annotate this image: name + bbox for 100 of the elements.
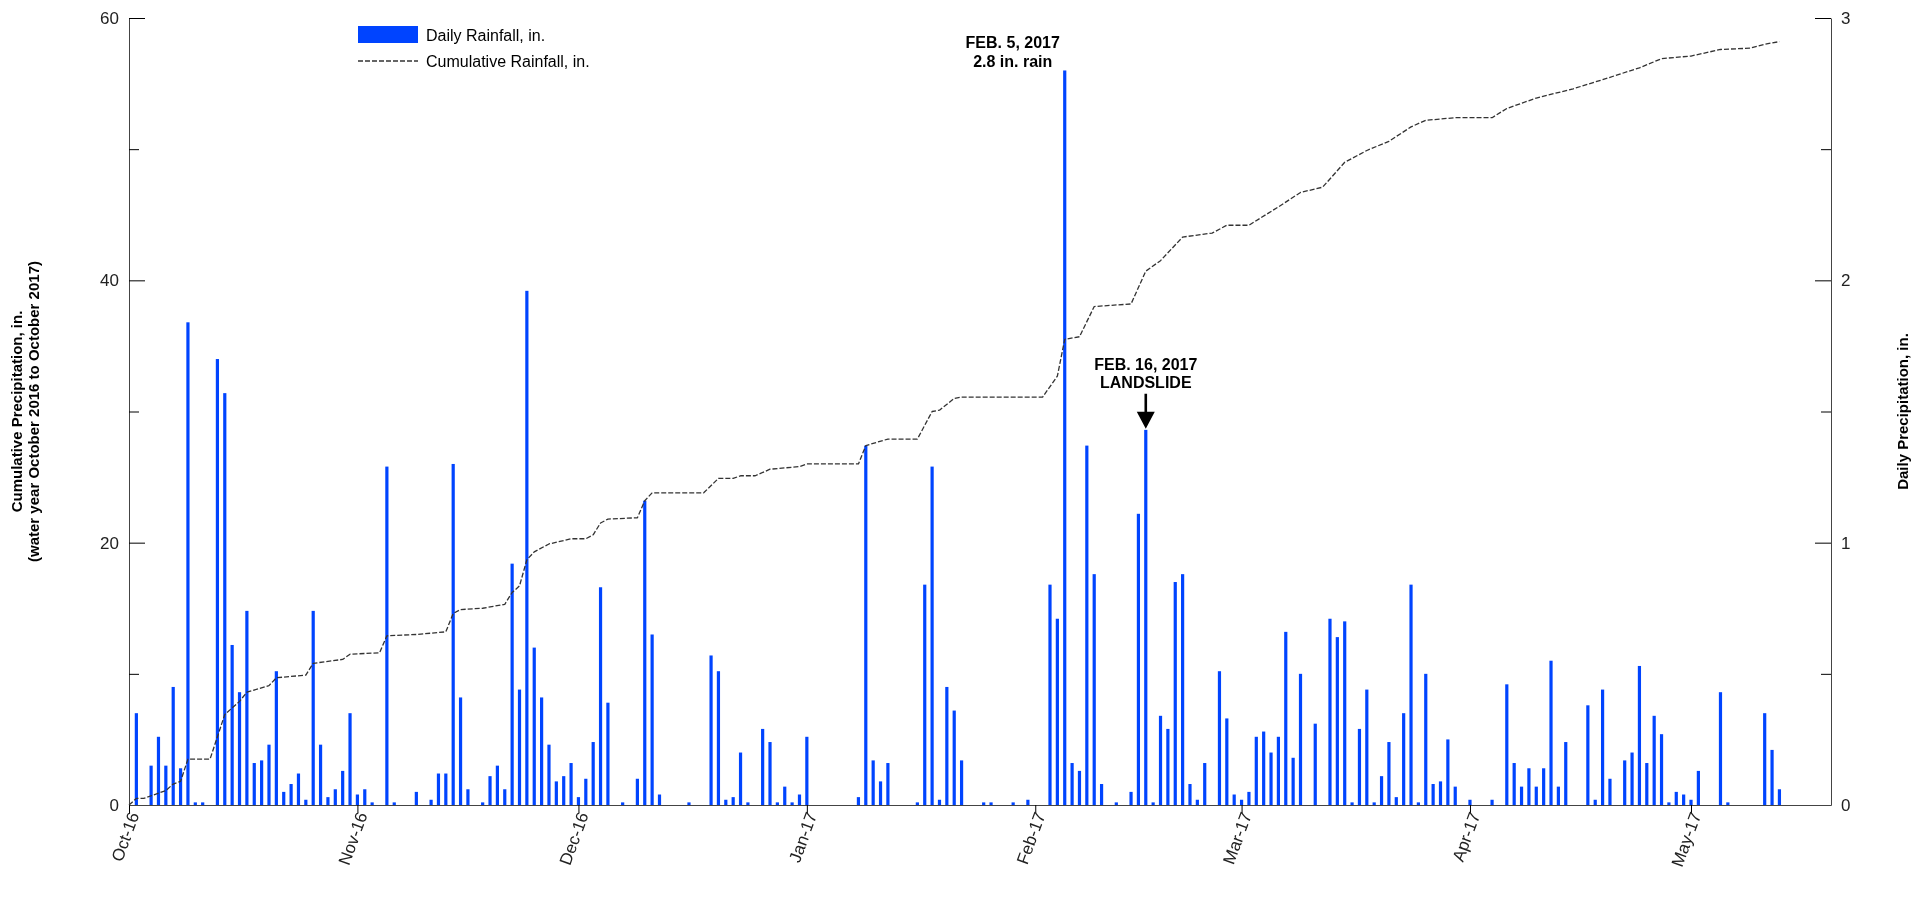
bar bbox=[768, 742, 772, 805]
bar bbox=[370, 802, 374, 805]
legend-label: Cumulative Rainfall, in. bbox=[426, 52, 590, 70]
bar bbox=[1158, 715, 1163, 805]
bar bbox=[1372, 802, 1376, 805]
bar bbox=[540, 697, 544, 805]
bar bbox=[930, 466, 934, 805]
bar bbox=[333, 789, 337, 805]
bar bbox=[385, 466, 389, 805]
bar bbox=[201, 802, 205, 805]
bar bbox=[1298, 673, 1303, 805]
bar bbox=[252, 763, 256, 805]
bar bbox=[554, 781, 558, 805]
bar bbox=[1151, 802, 1155, 805]
bar bbox=[790, 802, 794, 805]
bar bbox=[864, 445, 868, 805]
bar bbox=[982, 802, 986, 805]
bar bbox=[945, 686, 949, 805]
bar bbox=[1652, 715, 1656, 805]
bar bbox=[223, 393, 227, 805]
bar bbox=[1505, 684, 1509, 805]
bar bbox=[1645, 763, 1649, 805]
bar bbox=[952, 710, 956, 805]
bar bbox=[1136, 513, 1141, 805]
y-tick-label: 0 bbox=[109, 795, 119, 815]
bar bbox=[915, 802, 919, 805]
bar bbox=[1718, 692, 1723, 805]
bar bbox=[1534, 786, 1538, 805]
bar bbox=[1608, 778, 1612, 805]
bar bbox=[1092, 574, 1096, 805]
bar bbox=[495, 765, 499, 805]
bar bbox=[1770, 749, 1774, 805]
bar bbox=[429, 799, 433, 805]
bar bbox=[267, 744, 271, 805]
bar bbox=[510, 563, 514, 805]
y-axis-title: Cumulative Precipitation, in. (water year October 2016 to October 2017) bbox=[8, 261, 43, 562]
bar bbox=[1453, 786, 1457, 805]
bar bbox=[134, 713, 138, 805]
bar bbox=[1343, 621, 1347, 805]
bar bbox=[1203, 763, 1207, 805]
bar bbox=[1011, 802, 1015, 805]
bar bbox=[525, 290, 529, 805]
bar bbox=[1409, 584, 1413, 805]
bar bbox=[1431, 784, 1435, 805]
bar bbox=[1269, 752, 1273, 805]
bar bbox=[186, 322, 190, 805]
bar bbox=[1048, 584, 1052, 805]
bar bbox=[650, 634, 654, 805]
x-tick-label: Apr-17 bbox=[1448, 809, 1485, 865]
y2-tick-label: 3 bbox=[1841, 8, 1851, 28]
y-tick-label: 40 bbox=[100, 271, 119, 291]
bar bbox=[761, 728, 765, 805]
bar bbox=[1527, 768, 1531, 805]
bar bbox=[1129, 791, 1133, 805]
bar bbox=[1063, 70, 1067, 805]
bar bbox=[260, 760, 264, 805]
bar bbox=[1144, 429, 1148, 805]
bar bbox=[687, 802, 691, 805]
bar bbox=[282, 791, 286, 805]
bar bbox=[1217, 671, 1222, 805]
bar bbox=[1350, 802, 1354, 805]
bar bbox=[1542, 768, 1546, 805]
bar bbox=[591, 742, 595, 805]
y2-tick-label: 1 bbox=[1841, 533, 1851, 553]
bar bbox=[311, 610, 315, 805]
bar bbox=[856, 797, 861, 805]
bar bbox=[878, 781, 883, 805]
bar bbox=[1276, 736, 1280, 805]
bar bbox=[1564, 742, 1568, 805]
bar bbox=[444, 773, 448, 805]
bar bbox=[193, 802, 197, 805]
bar bbox=[606, 702, 610, 805]
bar bbox=[1637, 665, 1642, 805]
bar bbox=[738, 752, 743, 805]
bar bbox=[1262, 731, 1266, 805]
bar bbox=[1438, 781, 1443, 805]
bar bbox=[1181, 574, 1185, 805]
bar bbox=[149, 765, 153, 805]
bar bbox=[1173, 582, 1177, 805]
bar bbox=[318, 744, 323, 805]
bar bbox=[1674, 791, 1678, 805]
bar bbox=[1630, 752, 1634, 805]
bar bbox=[481, 802, 485, 805]
bar bbox=[584, 778, 588, 805]
bar bbox=[230, 644, 234, 805]
y2-tick-label: 0 bbox=[1841, 795, 1851, 815]
bar bbox=[1623, 760, 1627, 805]
bar bbox=[1402, 713, 1406, 805]
bar bbox=[1070, 763, 1074, 805]
bar bbox=[621, 802, 625, 805]
y-tick-label: 60 bbox=[100, 8, 119, 28]
bar bbox=[1468, 799, 1472, 805]
bar bbox=[716, 671, 721, 805]
legend-label: Daily Rainfall, in. bbox=[426, 26, 546, 44]
bar bbox=[326, 797, 330, 805]
bar bbox=[1055, 618, 1059, 805]
bar bbox=[517, 689, 522, 805]
bar bbox=[1254, 736, 1258, 805]
bar bbox=[1313, 723, 1317, 805]
bar bbox=[1586, 705, 1590, 805]
